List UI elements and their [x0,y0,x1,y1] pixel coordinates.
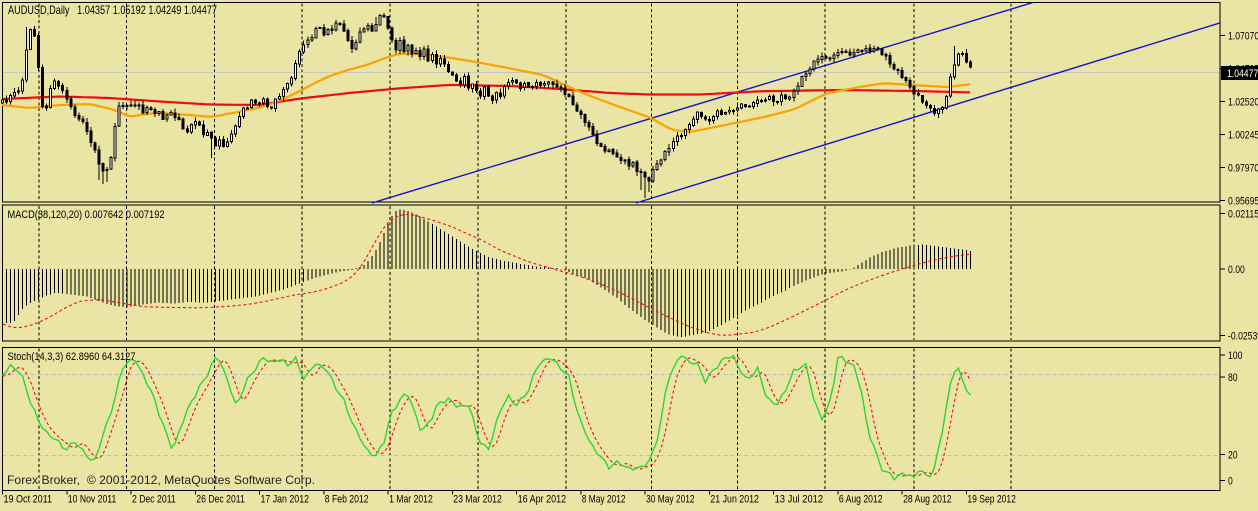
svg-text:0: 0 [1228,476,1233,488]
svg-text:23 Mar 2012: 23 Mar 2012 [453,494,502,506]
svg-text:AUDUSD,Daily 1.04357 1.05192: AUDUSD,Daily 1.04357 1.05192 1.04249 1.0… [8,3,217,17]
svg-text:80: 80 [1228,372,1238,384]
svg-text:6 Aug 2012: 6 Aug 2012 [839,494,883,506]
svg-text:Forex Broker, © 2001-2012, Me: Forex Broker, © 2001-2012, MetaQuotes So… [7,473,315,487]
svg-text:20: 20 [1228,449,1238,461]
svg-text:8 May 2012: 8 May 2012 [582,494,626,506]
svg-text:19 Oct 2011: 19 Oct 2011 [4,494,53,506]
svg-text:1.07070: 1.07070 [1228,31,1258,43]
svg-text:13 Jul 2012: 13 Jul 2012 [775,494,824,506]
svg-text:21 Jun 2012: 21 Jun 2012 [710,494,759,506]
svg-text:1.00245: 1.00245 [1228,129,1258,141]
svg-text:30 May 2012: 30 May 2012 [646,494,695,506]
svg-text:19 Sep 2012: 19 Sep 2012 [967,494,1016,506]
svg-text:17 Jan 2012: 17 Jan 2012 [261,494,310,506]
svg-text:16 Apr 2012: 16 Apr 2012 [518,494,567,506]
svg-text:1.02520: 1.02520 [1228,97,1258,109]
svg-text:1 Mar 2012: 1 Mar 2012 [389,494,433,506]
svg-text:1.04477: 1.04477 [1227,68,1258,80]
svg-text:26 Dec 2011: 26 Dec 2011 [196,494,245,506]
svg-text:0.00: 0.00 [1228,264,1245,276]
svg-text:10 Nov 2011: 10 Nov 2011 [68,494,117,506]
svg-text:28 Aug 2012: 28 Aug 2012 [903,494,952,506]
svg-text:100: 100 [1228,350,1242,362]
svg-text:8 Feb 2012: 8 Feb 2012 [325,494,369,506]
svg-text:2 Dec 2011: 2 Dec 2011 [132,494,176,506]
svg-text:MACD(38,120,20) 0.007642 0.007: MACD(38,120,20) 0.007642 0.007192 [8,209,165,221]
svg-text:0.95695: 0.95695 [1228,195,1258,207]
svg-text:Stoch(14,3,3) 62.8960 64.3127: Stoch(14,3,3) 62.8960 64.3127 [8,351,136,363]
svg-text:0.97970: 0.97970 [1228,162,1258,174]
svg-text:-0.02539: -0.02539 [1228,331,1258,343]
svg-text:0.02115: 0.02115 [1228,208,1258,220]
